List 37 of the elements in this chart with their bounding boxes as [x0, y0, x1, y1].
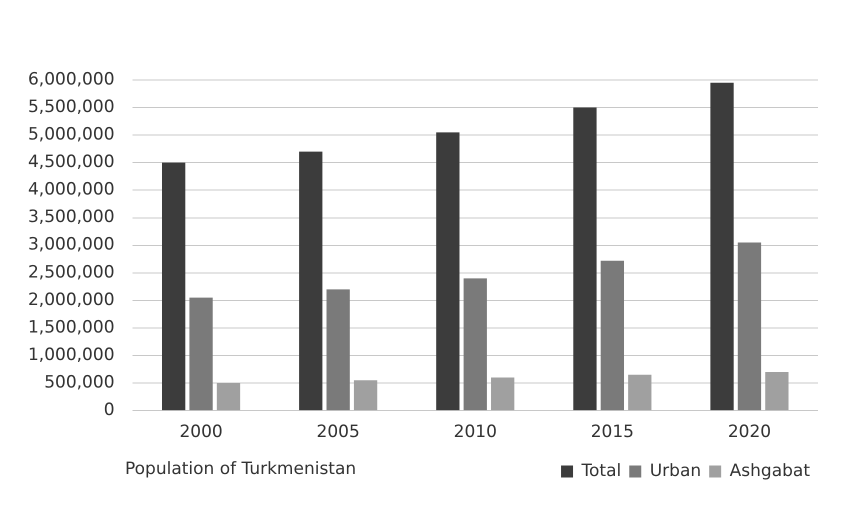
x-tick-label: 2000 — [179, 422, 223, 442]
y-tick-label: 1,000,000 — [28, 344, 115, 365]
bar — [354, 380, 378, 410]
legend-label: Urban — [650, 460, 702, 481]
y-tick-label: 6,000,000 — [28, 69, 115, 90]
bar — [162, 162, 186, 410]
bar — [628, 374, 652, 410]
x-tick-label: 2015 — [590, 422, 634, 442]
y-tick-label: 5,500,000 — [28, 96, 115, 117]
bar — [326, 289, 350, 410]
y-tick-label: 5,000,000 — [28, 124, 115, 145]
bar — [710, 82, 734, 410]
y-tick-label: 1,500,000 — [28, 317, 115, 338]
bar — [738, 242, 762, 410]
bar — [765, 372, 789, 410]
legend-label: Ashgabat — [730, 460, 810, 481]
x-tick-label: 2020 — [728, 422, 772, 442]
legend-label: Total — [580, 460, 622, 481]
y-tick-label: 0 — [104, 400, 115, 420]
bar — [573, 108, 597, 410]
y-tick-label: 2,000,000 — [28, 290, 115, 310]
bar — [464, 278, 487, 410]
y-tick-label: 500,000 — [44, 372, 115, 392]
bar — [299, 152, 322, 410]
y-tick-label: 2,500,000 — [28, 262, 115, 282]
bar — [491, 378, 514, 410]
bar — [216, 383, 240, 410]
y-tick-label: 3,500,000 — [28, 207, 115, 228]
bar — [600, 260, 624, 410]
y-tick-label: 3,000,000 — [28, 234, 115, 255]
bar — [189, 298, 213, 410]
bar — [436, 132, 460, 410]
text: Population of Turkmenistan — [125, 459, 356, 479]
y-tick-label: 4,500,000 — [28, 152, 115, 172]
y-tick-label: 4,000,000 — [28, 180, 115, 200]
x-tick-label: 2005 — [316, 422, 360, 442]
x-tick-label: 2010 — [454, 422, 497, 442]
